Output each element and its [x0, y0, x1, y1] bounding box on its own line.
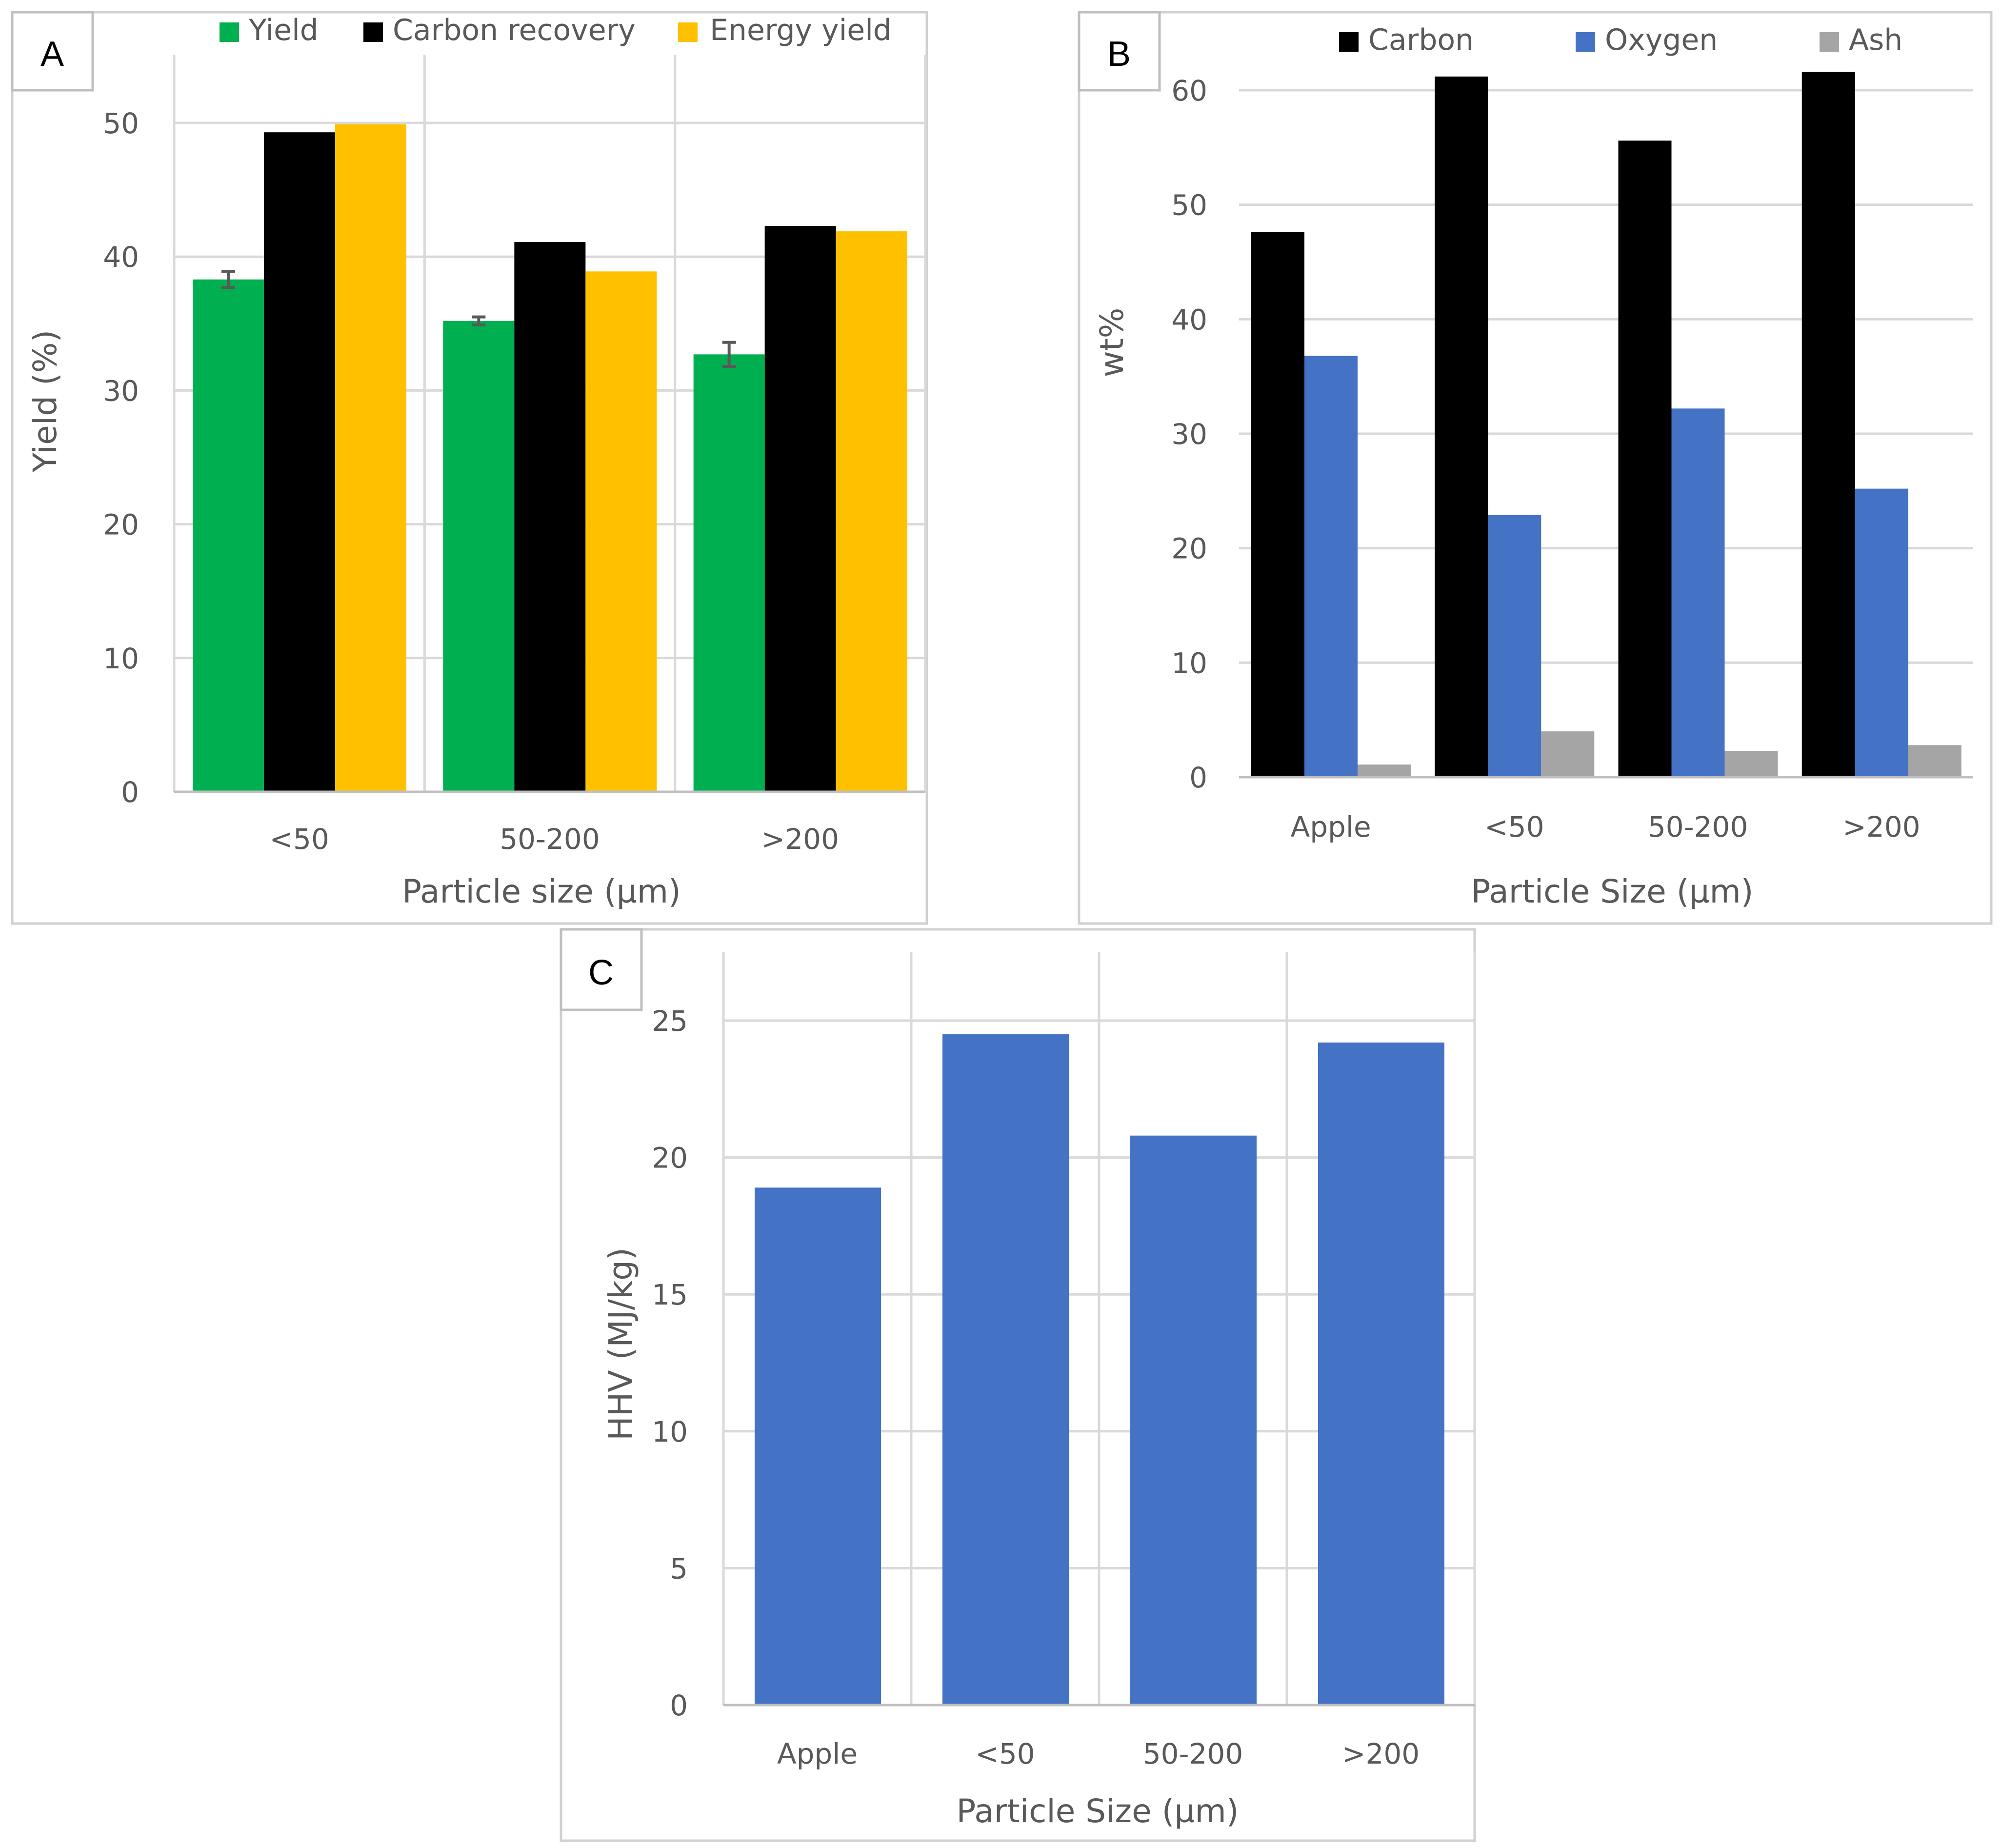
panel-c-y-tick-10: 10	[652, 1415, 688, 1448]
panel-b-x-tick-apple: Apple	[1291, 810, 1371, 844]
panel-a-x-tick-lt-50: <50	[269, 823, 329, 856]
panel-b-y-tick-40: 40	[1171, 303, 1207, 336]
panel-a-label: A	[40, 35, 64, 74]
panel-b-bar-ash-gt-200	[1908, 745, 1961, 777]
panel-c-x-tick-50-200: 50-200	[1143, 1737, 1243, 1770]
panel-b-legend-label-carbon: Carbon	[1368, 23, 1474, 57]
panel-b-bar-carbon-lt-50	[1435, 76, 1488, 778]
panel-c-y-axis-title: HHV (MJ/kg)	[602, 1247, 640, 1441]
panel-b-y-ticks: 0 10 20 30 40 50 60	[1171, 74, 1207, 794]
panel-b-legend-label-ash: Ash	[1849, 23, 1902, 57]
panel-c-bar-gt-200	[1318, 1042, 1444, 1705]
panel-a-bar-carbon-recovery-gt-200	[764, 226, 836, 792]
panel-b-legend-swatch-ash	[1820, 32, 1839, 52]
panel-b-bars	[1239, 72, 1973, 779]
panel-a-x-tick-50-200: 50-200	[500, 823, 600, 856]
panel-c-bar-lt-50	[942, 1034, 1069, 1705]
panel-a-legend-swatch-carbon-recovery	[363, 22, 383, 42]
panel-a-y-tick-20: 20	[103, 508, 139, 542]
panel-a-error-bar-gt-200	[722, 341, 736, 368]
panel-a-legend-swatch-yield	[220, 22, 239, 42]
panel-a-bar-energy-yield-50-200	[585, 271, 657, 792]
panel-b-label-box	[1078, 11, 1161, 92]
panel-a-y-axis-title: Yield (%)	[26, 330, 64, 473]
panel-a-error-bar-50-200	[472, 315, 486, 327]
panel-b-x-tick-lt-50: <50	[1484, 810, 1544, 844]
panel-c-bar-50-200	[1130, 1135, 1257, 1705]
panel-a-legend-label-carbon-recovery: Carbon recovery	[393, 13, 636, 47]
panel-a-legend-label-energy-yield: Energy yield	[710, 13, 892, 47]
panel-a-bar-energy-yield-gt-200	[836, 231, 907, 792]
panel-b-x-ticks: Apple <50 50-200 >200	[1291, 810, 1921, 844]
panel-a-legend-swatch-energy-yield	[678, 22, 698, 42]
panel-c-chart: 0 5 10 15 20 25 Apple <50 50-200 >200 Particle S…	[560, 928, 1476, 1842]
panel-b-y-tick-20: 20	[1171, 532, 1207, 565]
panel-b-bar-carbon-apple	[1251, 232, 1304, 777]
panel-b-legend-swatch-carbon	[1339, 32, 1359, 52]
panel-b-bar-ash-50-200	[1724, 751, 1778, 777]
panel-b-x-tick-50-200: 50-200	[1648, 810, 1748, 844]
panel-a-bar-carbon-recovery-lt-50	[264, 132, 335, 792]
panel-c-bar-apple	[755, 1187, 881, 1705]
panel-b-bar-carbon-gt-200	[1801, 72, 1855, 777]
panel-b-legend: Carbon Oxygen Ash	[1339, 23, 1902, 57]
panel-a-y-ticks: 0 10 20 30 40 50	[103, 107, 139, 809]
panel-a-bars	[174, 124, 925, 793]
panel-c-x-axis-title: Particle Size (µm)	[956, 1792, 1239, 1830]
panel-c-label-box	[560, 928, 643, 1011]
panel-a-x-axis-title: Particle size (µm)	[402, 873, 681, 910]
panel-c-x-tick-lt-50: <50	[975, 1737, 1035, 1770]
panel-c-y-tick-25: 25	[652, 1004, 688, 1038]
panel-b-y-tick-30: 30	[1171, 418, 1207, 451]
panel-a-y-tick-40: 40	[103, 241, 139, 274]
panel-b-y-tick-0: 0	[1189, 761, 1207, 794]
panel-c-x-ticks: Apple <50 50-200 >200	[777, 1737, 1420, 1770]
panel-b-legend-swatch-oxygen	[1576, 32, 1595, 52]
panel-a-legend-label-yield: Yield	[248, 13, 319, 47]
panel-b-y-axis-title: wt%	[1093, 308, 1131, 378]
panel-c-bars	[723, 1034, 1475, 1707]
panel-b-bar-carbon-50-200	[1618, 141, 1672, 778]
panel-c-y-tick-15: 15	[652, 1278, 688, 1311]
panel-a-chart: 0 10 20 30 40 50 <50 50-200 >200 Yield Carbon re…	[11, 11, 928, 925]
panel-b-label: B	[1107, 35, 1131, 74]
panel-b-legend-label-oxygen: Oxygen	[1605, 23, 1718, 57]
panel-a-bar-yield-lt-50	[193, 279, 264, 792]
panel-b-bar-oxygen-apple	[1304, 356, 1358, 777]
panel-c-x-tick-gt-200: >200	[1342, 1737, 1420, 1770]
panel-b-x-tick-gt-200: >200	[1842, 810, 1920, 844]
panel-a-label-box	[11, 11, 94, 92]
panel-a-error-bars	[221, 270, 736, 368]
panel-b-bar-ash-lt-50	[1541, 731, 1595, 777]
panel-c-label: C	[588, 953, 614, 992]
panel-b-bar-oxygen-gt-200	[1855, 488, 1908, 777]
panel-a-x-ticks: <50 50-200 >200	[269, 823, 839, 856]
panel-b-y-tick-60: 60	[1171, 74, 1207, 107]
panel-c-y-tick-20: 20	[652, 1142, 688, 1175]
panel-a-bar-carbon-recovery-50-200	[514, 242, 586, 792]
panel-c-y-ticks: 0 5 10 15 20 25	[652, 1004, 688, 1722]
panel-a-bar-yield-50-200	[443, 321, 515, 792]
panel-b-bar-ash-apple	[1358, 764, 1411, 777]
panel-b-bar-oxygen-50-200	[1671, 408, 1725, 777]
panel-a-y-tick-30: 30	[103, 374, 139, 407]
panel-a-x-tick-gt-200: >200	[761, 823, 839, 856]
panel-b-y-tick-50: 50	[1171, 189, 1207, 222]
panel-a-error-bar-lt-50	[221, 270, 235, 289]
panel-a-bar-yield-gt-200	[693, 354, 765, 792]
panel-b-y-tick-10: 10	[1171, 646, 1207, 680]
panel-a-y-tick-50: 50	[103, 107, 139, 140]
panel-b-chart: 0 10 20 30 40 50 60 Apple <50 50-200 >200 Carbon O…	[1078, 11, 1993, 925]
panel-c-x-tick-apple: Apple	[777, 1737, 858, 1770]
panel-a-bar-energy-yield-lt-50	[335, 124, 406, 792]
panel-a-y-tick-0: 0	[121, 776, 139, 809]
panel-a-legend: Yield Carbon recovery Energy yield	[220, 13, 892, 47]
panel-c-y-tick-5: 5	[670, 1552, 688, 1585]
panel-c-y-tick-0: 0	[670, 1689, 688, 1722]
panel-b-x-axis-title: Particle Size (µm)	[1471, 873, 1753, 910]
panel-b-bar-oxygen-lt-50	[1488, 515, 1541, 777]
panel-a-y-tick-10: 10	[103, 642, 139, 675]
